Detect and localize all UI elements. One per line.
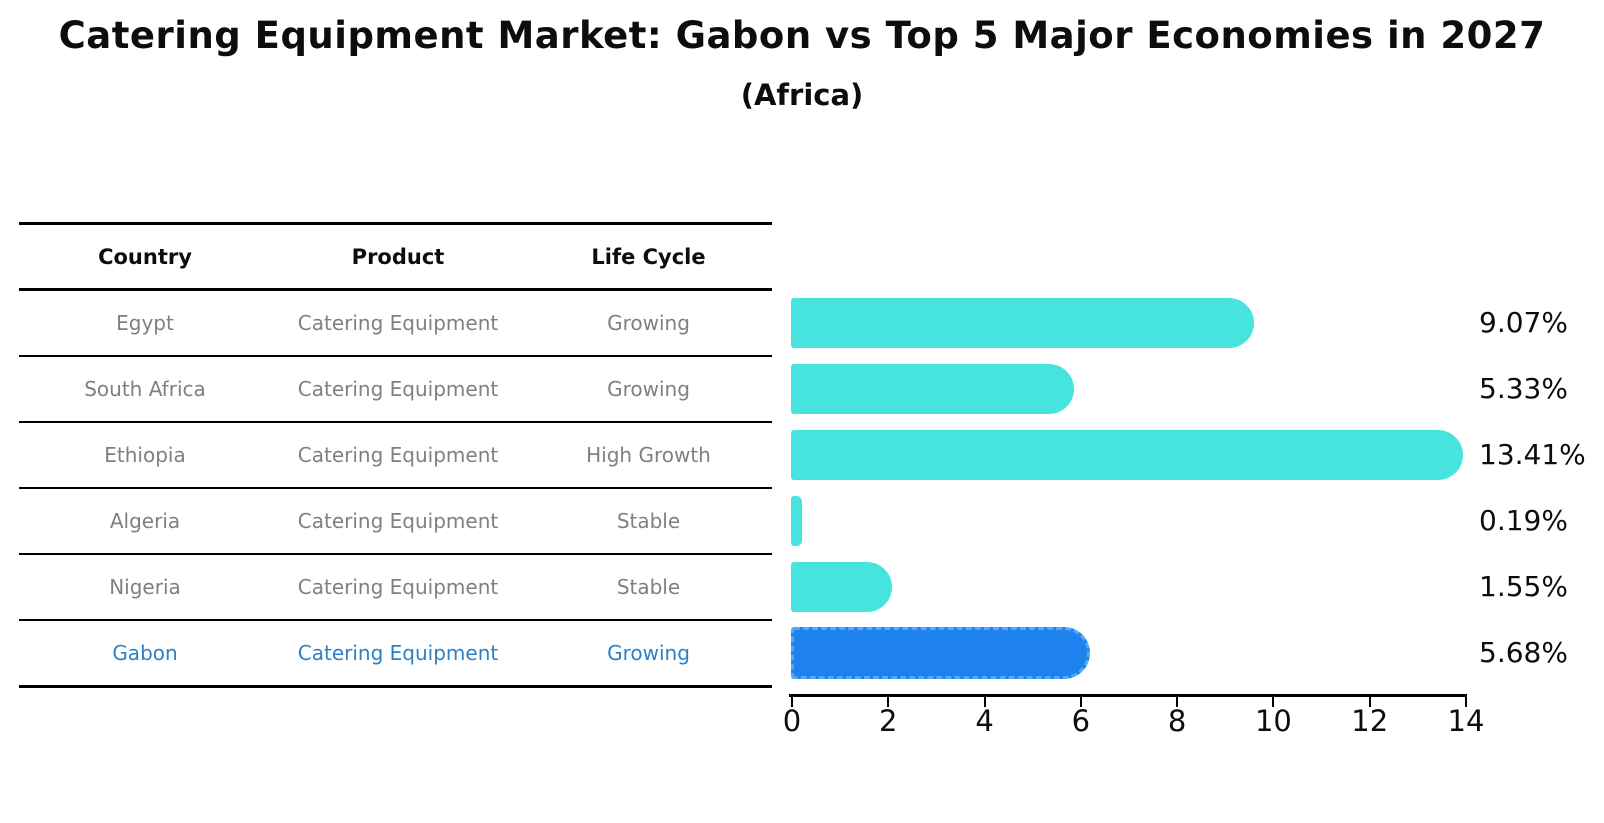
header-product: Product — [351, 244, 445, 269]
bar-algeria — [791, 496, 803, 546]
cell-country: Nigeria — [109, 575, 181, 599]
value-label-gabon: 5.68% — [1479, 636, 1568, 669]
cell-life-cycle: Stable — [616, 509, 681, 533]
chart-subtitle: (Africa) — [740, 78, 864, 112]
bar-gabon-highlighted — [791, 627, 1091, 679]
x-tick-mark — [1465, 697, 1467, 707]
value-label-nigeria: 1.55% — [1479, 570, 1568, 603]
x-tick-label: 14 — [1447, 704, 1485, 738]
table-row-gabon: Gabon Catering Equipment Growing — [19, 621, 772, 688]
table-header-row: Country Product Life Cycle — [19, 225, 772, 291]
cell-product: Catering Equipment — [297, 311, 499, 335]
x-tick-label: 0 — [782, 704, 802, 738]
value-label-ethiopia: 13.41% — [1479, 438, 1586, 471]
x-tick-label: 4 — [975, 704, 994, 738]
cell-country: South Africa — [84, 377, 206, 401]
x-tick-mark — [1079, 697, 1082, 707]
x-tick-label: 10 — [1254, 704, 1292, 738]
bar-south-africa — [791, 364, 1074, 414]
x-tick-mark — [887, 697, 890, 707]
x-tick-label: 12 — [1351, 704, 1389, 738]
cell-product: Catering Equipment — [297, 575, 499, 599]
cell-life-cycle: Growing — [607, 377, 690, 401]
cell-life-cycle: High Growth — [586, 443, 711, 467]
value-label-egypt: 9.07% — [1479, 306, 1568, 339]
cell-product: Catering Equipment — [297, 443, 499, 467]
value-label-south-africa: 5.33% — [1479, 372, 1568, 405]
x-tick-mark — [1272, 697, 1275, 707]
cell-country: Gabon — [112, 641, 178, 665]
cell-product: Catering Equipment — [297, 509, 499, 533]
value-label-algeria: 0.19% — [1479, 504, 1568, 537]
cell-life-cycle: Growing — [607, 641, 690, 665]
bar-nigeria — [791, 562, 892, 612]
country-table: Country Product Life Cycle Egypt Caterin… — [19, 222, 772, 688]
cell-country: Ethiopia — [104, 443, 186, 467]
x-tick-mark — [983, 697, 986, 707]
table-row-algeria: Algeria Catering Equipment Stable — [19, 489, 772, 555]
header-country: Country — [98, 244, 192, 269]
x-axis-line — [789, 694, 1467, 697]
x-tick-mark — [1176, 697, 1179, 707]
bar-egypt — [791, 298, 1254, 348]
x-tick-label: 6 — [1071, 704, 1091, 738]
cell-life-cycle: Growing — [607, 311, 690, 335]
table-row-south-africa: South Africa Catering Equipment Growing — [19, 357, 772, 423]
cell-country: Algeria — [109, 509, 181, 533]
cell-country: Egypt — [116, 311, 174, 335]
bar-ethiopia — [791, 430, 1463, 480]
cell-life-cycle: Stable — [616, 575, 681, 599]
cell-product: Catering Equipment — [297, 641, 499, 665]
x-tick-mark — [791, 697, 793, 707]
x-tick-mark — [1368, 697, 1371, 707]
header-life-cycle: Life Cycle — [591, 244, 706, 269]
x-tick-label: 2 — [879, 704, 898, 738]
cell-product: Catering Equipment — [297, 377, 499, 401]
chart-title: Catering Equipment Market: Gabon vs Top … — [58, 14, 1546, 57]
table-row-ethiopia: Ethiopia Catering Equipment High Growth — [19, 423, 772, 489]
x-tick-label: 8 — [1167, 704, 1187, 738]
table-row-nigeria: Nigeria Catering Equipment Stable — [19, 555, 772, 621]
table-row-egypt: Egypt Catering Equipment Growing — [19, 291, 772, 357]
